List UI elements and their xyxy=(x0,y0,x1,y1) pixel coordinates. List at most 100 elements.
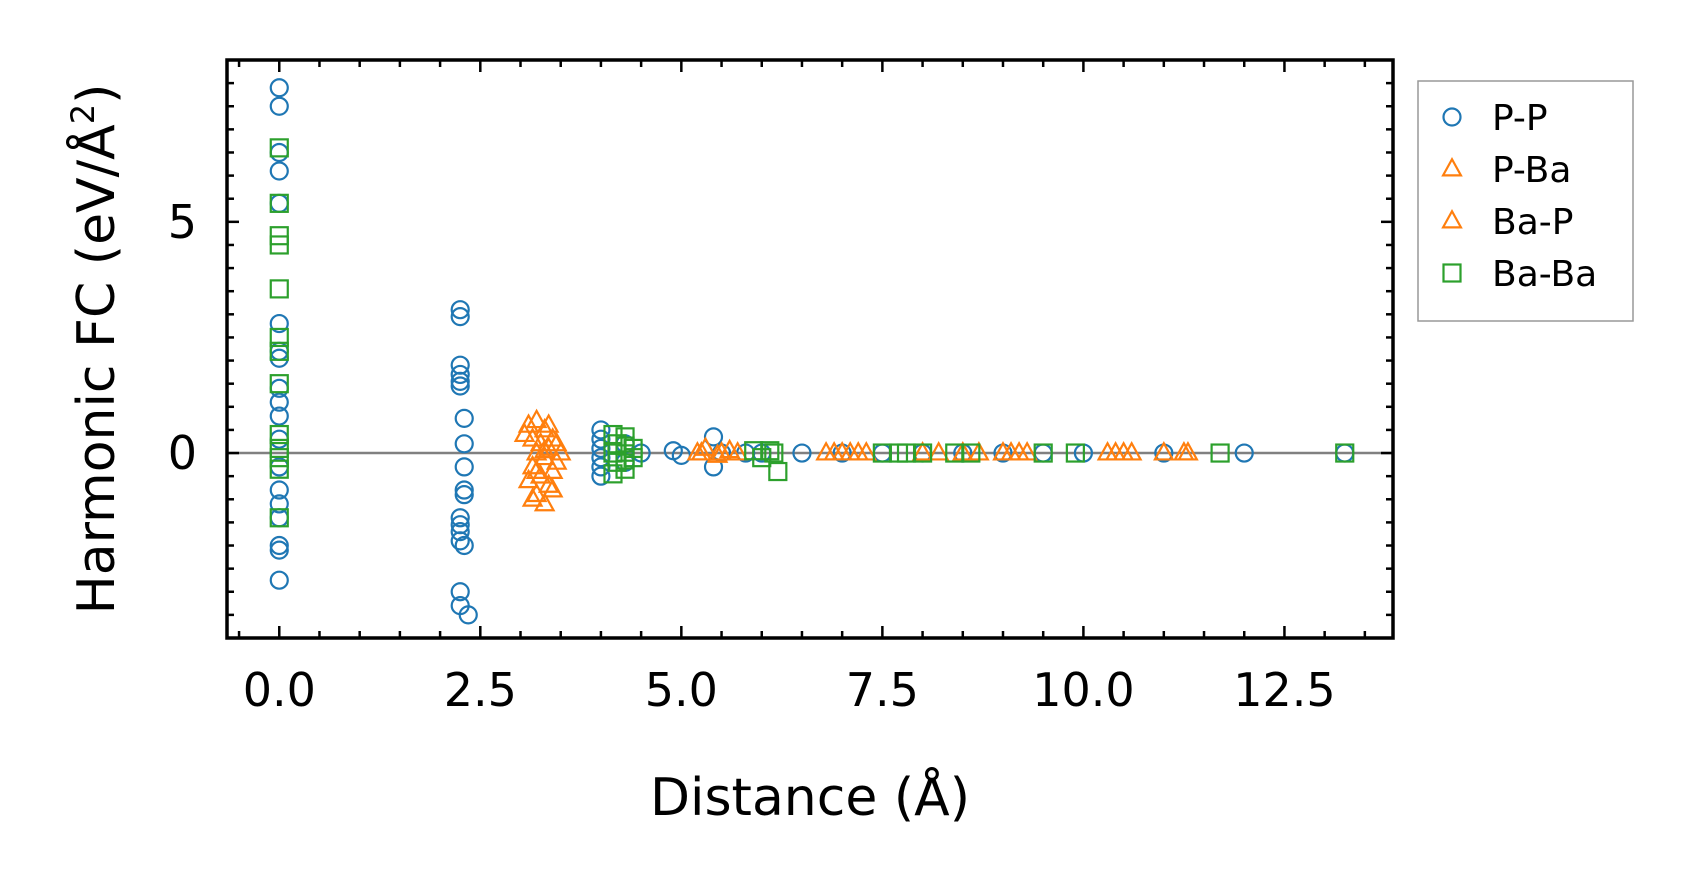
marker-p-ba xyxy=(521,427,544,447)
marker-ba-p xyxy=(525,459,548,480)
marker-p-ba xyxy=(1153,440,1175,461)
marker-p-p xyxy=(454,480,474,500)
marker-p-p xyxy=(591,466,611,486)
x-tick-label: 10.0 xyxy=(1032,663,1134,717)
marker-p-p xyxy=(269,96,289,116)
x-tick-label: 7.5 xyxy=(846,663,919,717)
data-markers xyxy=(269,78,1355,625)
marker-p-p xyxy=(450,582,470,602)
marker-ba-p xyxy=(545,431,568,452)
marker-ba-ba xyxy=(1210,443,1230,463)
marker-p-p xyxy=(269,540,289,560)
marker-ba-ba xyxy=(269,279,289,299)
y-axis-label: Harmonic FC (eV/Å2) xyxy=(64,84,127,615)
plot-frame xyxy=(225,58,1395,640)
legend-marker-ba-ba xyxy=(1442,263,1462,283)
marker-ba-p xyxy=(927,440,950,461)
marker-ba-ba xyxy=(961,443,981,463)
marker-ba-p xyxy=(839,440,861,461)
marker-ba-p xyxy=(1173,440,1195,461)
marker-p-ba xyxy=(541,427,564,447)
marker-ba-ba xyxy=(269,424,289,445)
marker-p-p xyxy=(454,457,474,477)
marker-p-ba xyxy=(549,440,572,461)
marker-ba-ba xyxy=(269,374,289,394)
marker-p-p xyxy=(454,485,474,505)
x-axis-label: Distance (Å) xyxy=(650,766,970,828)
marker-ba-p xyxy=(537,413,560,433)
marker-p-ba xyxy=(525,408,548,429)
marker-p-ba xyxy=(533,445,556,466)
marker-ba-p xyxy=(521,487,544,507)
marker-p-p xyxy=(450,522,470,542)
marker-p-p xyxy=(269,313,289,334)
y-axis-label-close: ) xyxy=(67,84,127,104)
marker-p-p xyxy=(269,480,289,500)
marker-ba-ba xyxy=(768,461,788,482)
marker-ba-ba xyxy=(269,193,289,213)
marker-p-p xyxy=(269,78,289,98)
marker-ba-ba xyxy=(269,448,289,468)
marker-p-p xyxy=(269,392,289,412)
axis-ticks: 0.0 2.5 5.0 7.5 10.0 12.5 0 5 xyxy=(168,58,1393,717)
legend-marker-ba-p xyxy=(1441,208,1463,229)
marker-ba-ba xyxy=(912,443,933,463)
marker-ba-ba xyxy=(1335,443,1355,463)
marker-ba-p xyxy=(690,440,713,461)
y-axis-label-superscript: 2 xyxy=(64,104,102,124)
marker-p-p xyxy=(454,434,474,454)
marker-p-ba xyxy=(726,440,749,461)
marker-ba-ba xyxy=(269,508,289,528)
marker-ba-p xyxy=(541,459,564,480)
marker-ba-ba xyxy=(764,443,784,463)
marker-ba-p xyxy=(1008,440,1030,461)
legend-label-p-p: P-P xyxy=(1492,98,1548,139)
y-tick-label: 5 xyxy=(168,195,197,249)
marker-p-p xyxy=(450,364,470,385)
marker-ba-ba xyxy=(760,441,780,461)
marker-p-p xyxy=(703,427,724,447)
marker-ba-ba xyxy=(269,341,289,361)
legend: P-P P-Ba Ba-P Ba-Ba xyxy=(1417,80,1634,322)
marker-p-p xyxy=(591,420,611,440)
legend-label-p-ba: P-Ba xyxy=(1492,150,1571,191)
marker-ba-ba xyxy=(269,459,289,479)
marker-p-ba xyxy=(525,440,548,461)
marker-ba-ba xyxy=(623,448,643,468)
marker-ba-ba xyxy=(1065,443,1085,463)
marker-ba-ba xyxy=(269,138,289,158)
marker-p-p xyxy=(269,570,289,590)
marker-p-p xyxy=(450,300,470,320)
marker-ba-p xyxy=(513,422,536,443)
marker-ba-ba xyxy=(269,327,289,348)
marker-p-ba xyxy=(541,477,564,498)
marker-p-ba xyxy=(694,436,717,456)
marker-p-p xyxy=(269,494,289,514)
legend-label-ba-p: Ba-P xyxy=(1492,202,1573,243)
marker-p-p xyxy=(792,443,812,463)
marker-ba-p xyxy=(855,440,878,461)
legend-label-ba-ba: Ba-Ba xyxy=(1492,254,1597,295)
marker-p-p xyxy=(450,376,470,396)
x-tick-label: 0.0 xyxy=(243,663,316,717)
marker-ba-p xyxy=(718,438,741,459)
marker-p-p xyxy=(269,142,289,163)
marker-ba-ba xyxy=(1033,443,1053,463)
marker-p-p xyxy=(454,535,474,556)
marker-p-p xyxy=(450,307,470,327)
y-axis-label-main: Harmonic FC (eV/Å xyxy=(65,124,127,615)
x-tick-label: 2.5 xyxy=(444,663,517,717)
marker-p-ba xyxy=(533,417,556,438)
marker-p-ba xyxy=(525,482,548,503)
legend-marker-p-ba xyxy=(1441,156,1463,177)
x-tick-label: 12.5 xyxy=(1233,663,1335,717)
marker-ba-p xyxy=(823,440,845,461)
marker-p-p xyxy=(450,371,470,391)
marker-p-p xyxy=(269,535,289,556)
x-tick-label: 5.0 xyxy=(645,663,718,717)
marker-ba-p xyxy=(1120,440,1143,461)
y-tick-label: 0 xyxy=(168,426,197,480)
marker-p-ba xyxy=(537,473,560,493)
marker-p-p xyxy=(458,605,478,625)
